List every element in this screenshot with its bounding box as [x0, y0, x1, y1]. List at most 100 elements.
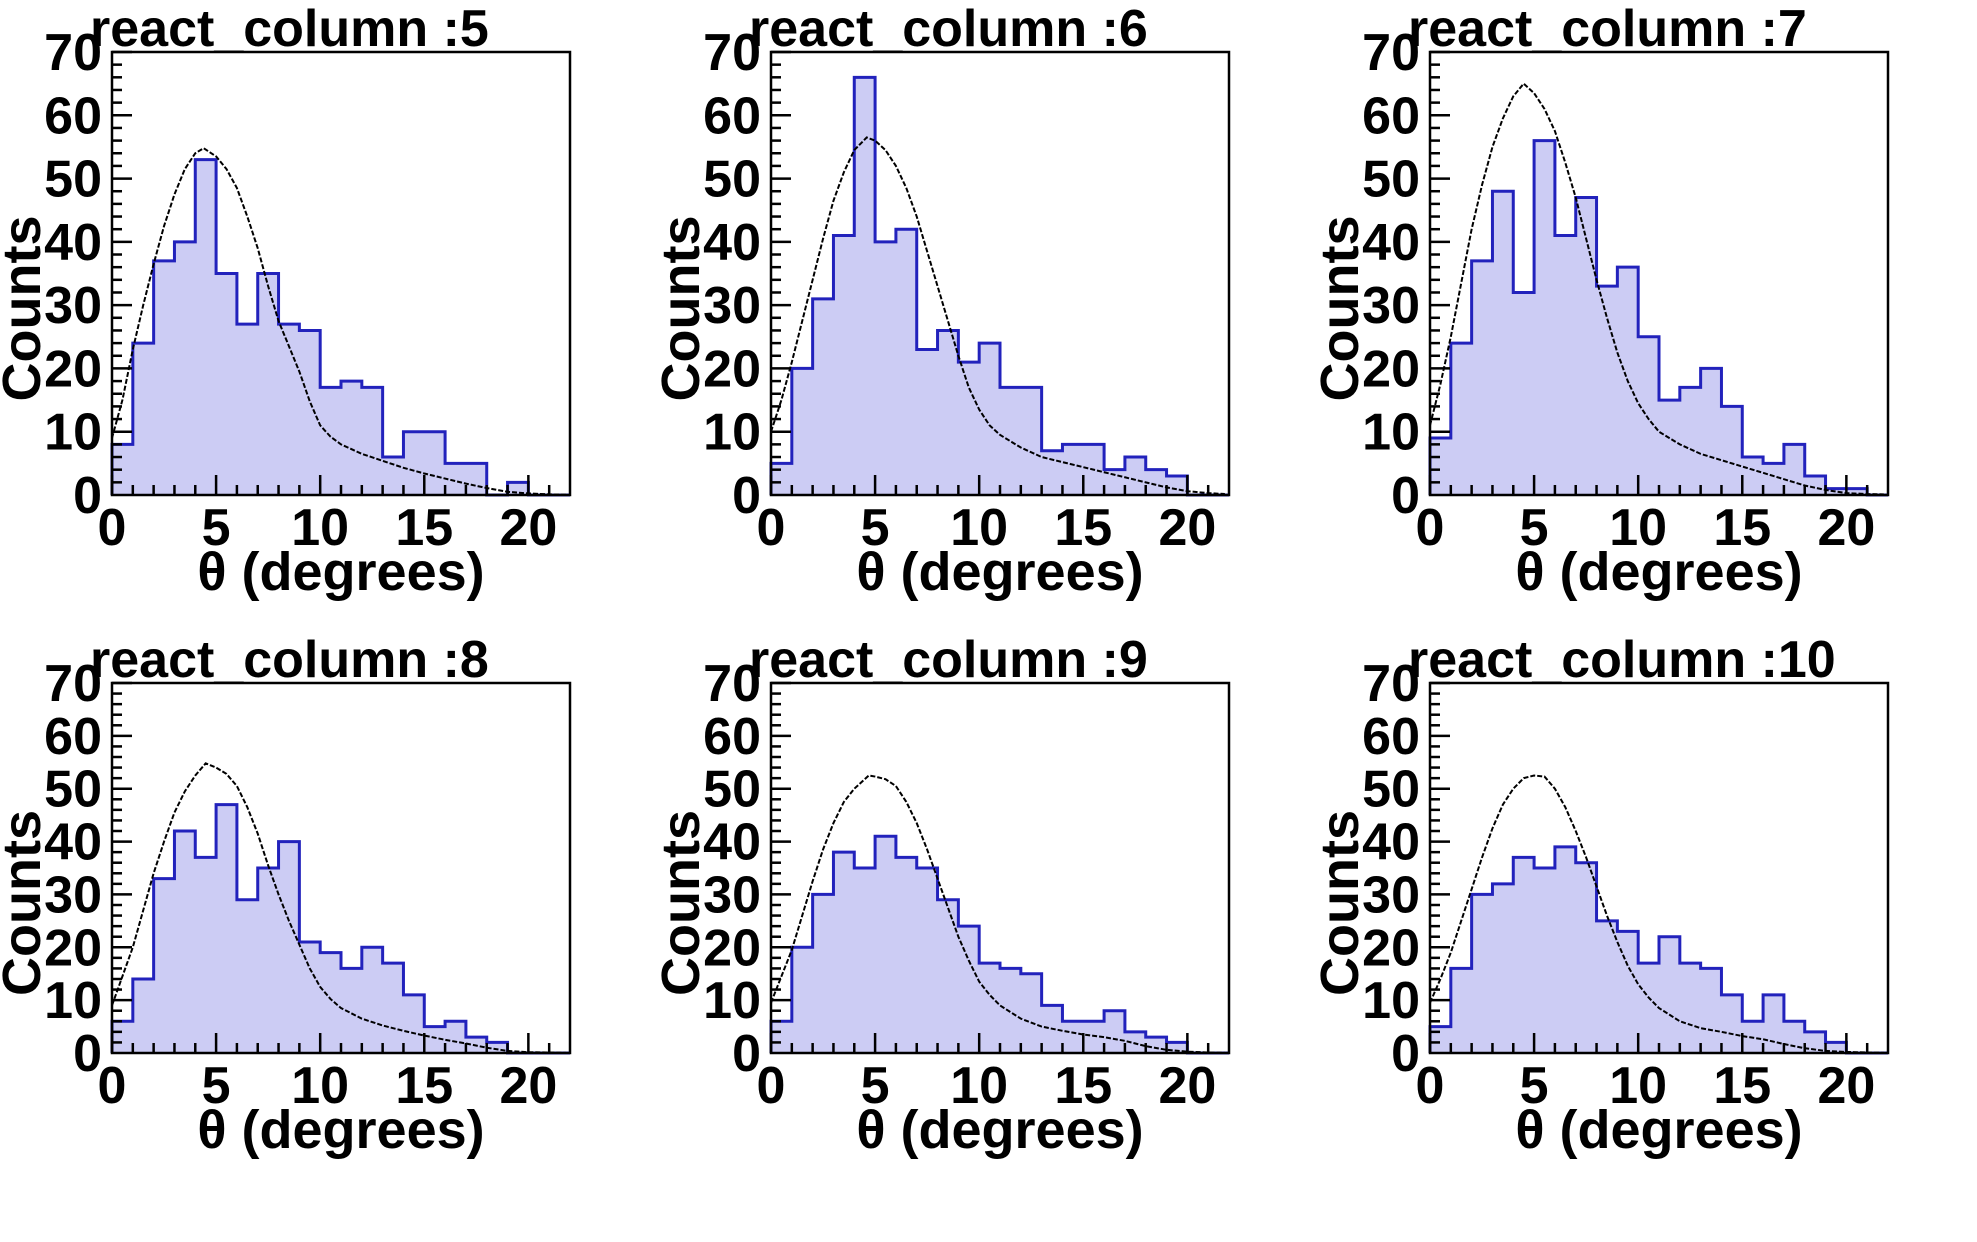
y-tick-label: 10 — [703, 404, 761, 462]
y-axis-title: Counts — [659, 810, 711, 996]
y-tick-label: 70 — [44, 24, 102, 82]
histogram-panel-react-column-10: react_column :10 0 5 10 15 20 0 10 20 30 40 50 60 70 θ… — [1318, 620, 1977, 1242]
y-tick-label: 0 — [73, 1025, 102, 1083]
panel-background — [0, 0, 659, 620]
histogram-bars-outline — [1428, 845, 1888, 1055]
x-tick-label: 5 — [1520, 499, 1549, 557]
y-tick-label: 10 — [1362, 404, 1420, 462]
panel-background — [1318, 0, 1977, 620]
histogram-plot: react_column :100 5 10 15 20010203040506070θ… — [1318, 620, 1977, 1242]
x-tick-label: 0 — [757, 499, 786, 557]
y-tick-label: 40 — [703, 214, 761, 272]
histogram-bars-outline — [110, 803, 570, 1055]
x-axis-title: θ (degrees) — [856, 542, 1143, 602]
y-tick-label: 50 — [44, 151, 102, 209]
x-tick-label: 20 — [499, 1057, 557, 1115]
x-tick-label: 0 — [98, 499, 127, 557]
histogram-bars-fill — [1430, 140, 1888, 495]
y-tick-label: 50 — [44, 761, 102, 819]
panel-title: react_column :10 — [1408, 631, 1836, 689]
y-axis-title: Counts — [0, 810, 52, 996]
y-tick-label: 10 — [703, 972, 761, 1030]
x-tick-label: 10 — [1609, 499, 1667, 557]
x-axis-title: θ (degrees) — [856, 1100, 1143, 1160]
panel-background — [0, 620, 659, 1242]
y-tick-label: 20 — [44, 340, 102, 398]
x-tick-label: 15 — [1054, 499, 1112, 557]
y-tick-label: 50 — [703, 151, 761, 209]
y-tick-label: 0 — [73, 467, 102, 525]
y-tick-label: 70 — [703, 24, 761, 82]
histogram-plot: react_column :50 5 10 15 20010203040506070θ … — [0, 0, 659, 620]
x-tick-label: 20 — [1817, 1057, 1875, 1115]
y-axis-title: Counts — [1318, 810, 1370, 996]
y-tick-label: 60 — [44, 708, 102, 766]
panel-title: react_column :9 — [749, 631, 1148, 689]
histogram-bars-outline — [110, 158, 570, 497]
x-tick-label: 10 — [291, 499, 349, 557]
x-tick-label: 0 — [98, 1057, 127, 1115]
histogram-bars-fill — [771, 77, 1229, 496]
y-tick-label: 0 — [732, 467, 761, 525]
x-tick-label: 5 — [202, 499, 231, 557]
x-tick-label: 15 — [1054, 1057, 1112, 1115]
y-tick-label: 30 — [703, 277, 761, 335]
y-tick-label: 70 — [44, 655, 102, 713]
y-tick-label: 60 — [1362, 708, 1420, 766]
y-tick-label: 30 — [44, 866, 102, 924]
x-tick-label: 15 — [1713, 499, 1771, 557]
y-tick-label: 40 — [1362, 814, 1420, 872]
y-axis-title: Counts — [0, 216, 52, 402]
y-tick-label: 40 — [44, 214, 102, 272]
x-tick-label: 5 — [861, 499, 890, 557]
histogram-panel-react-column-5: react_column :5 0 5 10 15 20 0 10 20 30 40 50 60 70 θ … — [0, 0, 659, 620]
x-tick-label: 5 — [861, 1057, 890, 1115]
y-tick-label: 60 — [703, 87, 761, 145]
y-tick-label: 40 — [44, 814, 102, 872]
x-axis-title: θ (degrees) — [197, 542, 484, 602]
histogram-bars-fill — [112, 159, 570, 496]
x-tick-label: 15 — [395, 499, 453, 557]
x-axis-title: θ (degrees) — [1515, 542, 1802, 602]
x-tick-label: 10 — [1609, 1057, 1667, 1115]
y-tick-label: 40 — [1362, 214, 1420, 272]
x-tick-label: 0 — [1416, 1057, 1445, 1115]
panel-title: react_column :6 — [749, 0, 1148, 58]
histogram-bars-fill — [771, 836, 1229, 1053]
x-tick-label: 20 — [499, 499, 557, 557]
y-tick-label: 20 — [1362, 919, 1420, 977]
panel-title: react_column :7 — [1408, 0, 1807, 58]
y-tick-label: 20 — [44, 919, 102, 977]
y-tick-label: 30 — [1362, 866, 1420, 924]
histogram-bars-fill — [112, 804, 570, 1053]
histogram-panel-react-column-7: react_column :7 0 5 10 15 20 0 10 20 30 40 50 60 70 θ … — [1318, 0, 1977, 620]
y-tick-label: 10 — [44, 972, 102, 1030]
x-axis-title: θ (degrees) — [1515, 1100, 1802, 1160]
y-tick-label: 40 — [703, 814, 761, 872]
x-tick-label: 20 — [1158, 499, 1216, 557]
y-tick-label: 30 — [1362, 277, 1420, 335]
fit-curve — [1429, 82, 1884, 496]
y-tick-label: 50 — [703, 761, 761, 819]
x-tick-label: 5 — [1520, 1057, 1549, 1115]
x-tick-label: 10 — [950, 499, 1008, 557]
x-tick-label: 0 — [757, 1057, 786, 1115]
x-axis-title: θ (degrees) — [197, 1100, 484, 1160]
y-tick-label: 10 — [1362, 972, 1420, 1030]
x-tick-label: 20 — [1158, 1057, 1216, 1115]
histogram-plot: react_column :70 5 10 15 20010203040506070θ … — [1318, 0, 1977, 620]
y-tick-label: 20 — [703, 340, 761, 398]
y-tick-label: 70 — [1362, 24, 1420, 82]
y-axis-title: Counts — [659, 216, 711, 402]
panel-title: react_column :8 — [90, 631, 489, 689]
histogram-bars-outline — [1428, 139, 1888, 497]
fit-curve — [111, 762, 566, 1054]
y-tick-label: 30 — [44, 277, 102, 335]
x-tick-label: 10 — [291, 1057, 349, 1115]
fit-curve — [1429, 774, 1884, 1054]
histogram-panel-react-column-6: react_column :6 0 5 10 15 20 0 10 20 30 40 50 60 70 θ … — [659, 0, 1318, 620]
x-tick-label: 0 — [1416, 499, 1445, 557]
y-tick-label: 0 — [1391, 467, 1420, 525]
y-tick-label: 10 — [44, 404, 102, 462]
